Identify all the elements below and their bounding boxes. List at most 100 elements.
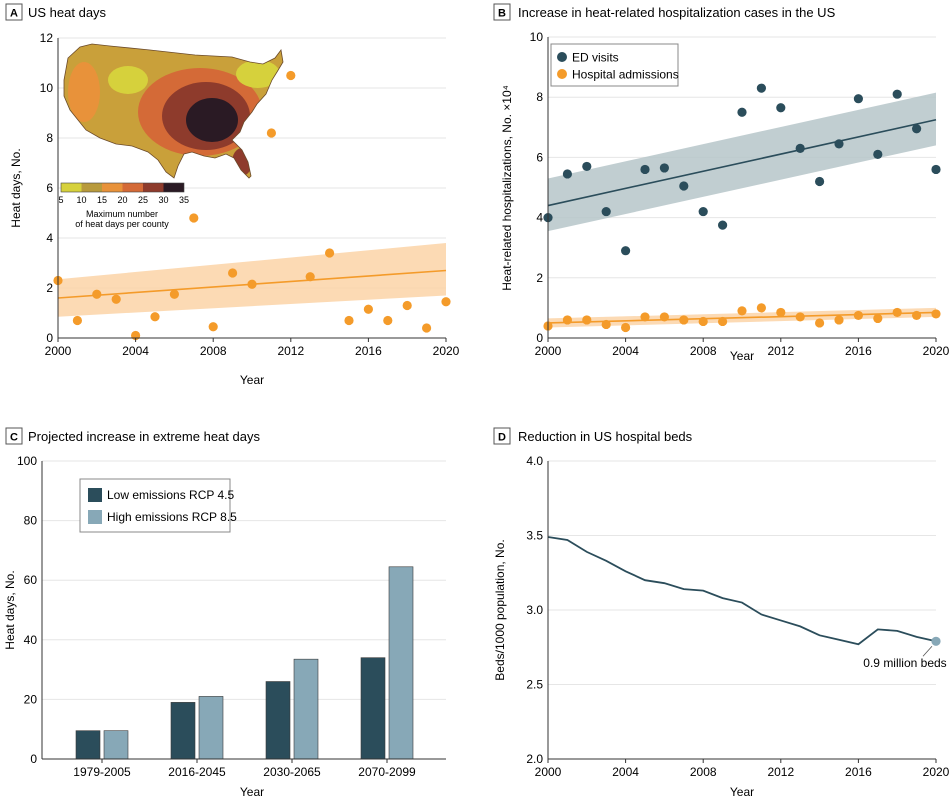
y-tick-label-2: 2 bbox=[536, 271, 543, 285]
us-map-fill bbox=[64, 44, 283, 178]
y-tick-label-40: 40 bbox=[24, 633, 38, 647]
x-tick-label-2020: 2020 bbox=[923, 344, 950, 358]
panel-a-chart: Maximum number of heat days per county 5… bbox=[9, 31, 460, 387]
x-tick-label-2004: 2004 bbox=[612, 344, 639, 358]
map-legend-frame bbox=[60, 182, 185, 193]
y-tick-label-3.5: 3.5 bbox=[526, 529, 543, 543]
y-tick-label-10: 10 bbox=[40, 81, 54, 95]
panel-b-ylabel: Heat-related hospitalizations, No. ×10⁴ bbox=[500, 85, 514, 291]
panel-c-axes: 0 20 40 60 80 100 1979-2005 2016-2045 2030-2065 2… bbox=[17, 454, 446, 779]
map-legend-caption-2: of heat days per county bbox=[75, 219, 169, 229]
ed-visit-point-2014 bbox=[815, 176, 825, 187]
y-tick-label-0: 0 bbox=[30, 752, 37, 766]
heat-day-point-2012 bbox=[286, 70, 296, 81]
heat-day-point-2013 bbox=[305, 272, 315, 282]
ed-visit-point-2019 bbox=[912, 124, 922, 134]
panel-d-header: D Reduction in US hospital beds bbox=[493, 427, 693, 445]
panel-c-header: C Projected increase in extreme heat day… bbox=[5, 427, 260, 445]
panel-b-xlabel: Year bbox=[730, 349, 754, 363]
heat-day-point-2011 bbox=[266, 128, 276, 138]
y-tick-label-4.0: 4.0 bbox=[526, 454, 543, 468]
heat-day-point-2009 bbox=[228, 268, 238, 278]
panel-d-xlabel: Year bbox=[730, 785, 754, 799]
panel-b-grid bbox=[548, 36, 936, 279]
y-tick-label-4: 4 bbox=[536, 211, 543, 225]
heat-day-point-2019 bbox=[422, 323, 432, 333]
panel-b-legend: ED visits Hospital admissions bbox=[550, 43, 679, 87]
svg-text:A: A bbox=[10, 8, 18, 20]
panel-d-axes: 2.0 2.5 3.0 3.5 4.0 2000 2004 2008 2012 2016 2020 bbox=[526, 454, 949, 779]
annotation-leader-line bbox=[922, 646, 933, 657]
y-tick-label-60: 60 bbox=[24, 573, 38, 587]
us-map-outline bbox=[63, 43, 284, 179]
x-tick-label-2004: 2004 bbox=[122, 344, 149, 358]
map-legend-swatch-4 bbox=[143, 183, 164, 192]
y-tick-label-4: 4 bbox=[46, 231, 53, 245]
y-tick-label-8: 8 bbox=[46, 131, 53, 145]
heat-day-point-2016 bbox=[363, 304, 373, 314]
y-tick-label-10: 10 bbox=[530, 30, 544, 44]
ed-visits-trend-line bbox=[547, 118, 937, 207]
x-tick-label-2004: 2004 bbox=[612, 765, 639, 779]
ed-visit-point-2009 bbox=[718, 220, 728, 230]
admission-point-2013 bbox=[795, 312, 805, 322]
heat-day-point-2005 bbox=[150, 312, 160, 322]
legend-high-emissions-swatch bbox=[88, 510, 102, 524]
panel-a-axes: 0 2 4 6 8 10 12 2000 2004 2008 2012 2016 2020 bbox=[40, 31, 460, 358]
x-tick-label-2000: 2000 bbox=[535, 344, 562, 358]
ed-visit-point-2017 bbox=[873, 149, 883, 159]
panel-a-header: A US heat days bbox=[5, 3, 107, 21]
high-emissions-bar-2016-2045 bbox=[198, 696, 224, 760]
bed-count-annotation: 0.9 million beds bbox=[863, 656, 946, 670]
low-emissions-bar-2070-2099 bbox=[360, 657, 386, 760]
ed-visit-point-2012 bbox=[776, 103, 786, 113]
ed-visit-point-2007 bbox=[679, 181, 689, 191]
x-tick-label-2016: 2016 bbox=[845, 765, 872, 779]
x-tick-label-2008: 2008 bbox=[690, 765, 717, 779]
admission-point-2003 bbox=[601, 319, 611, 330]
heat-day-point-2007 bbox=[189, 213, 199, 223]
panel-d-grid bbox=[548, 460, 936, 685]
ed-visit-point-2010 bbox=[737, 107, 747, 117]
x-tick-label-2020: 2020 bbox=[923, 765, 950, 779]
ed-visit-point-2003 bbox=[601, 206, 611, 217]
map-legend-swatch-2 bbox=[102, 183, 123, 192]
panel-a-xlabel: Year bbox=[240, 373, 264, 387]
x-tick-label-2012: 2012 bbox=[767, 344, 794, 358]
admission-point-2011 bbox=[756, 303, 767, 313]
map-region-highest bbox=[186, 98, 238, 142]
ed-visit-point-2015 bbox=[834, 139, 844, 149]
map-legend-tick-30: 30 bbox=[158, 195, 168, 205]
y-tick-label-2.5: 2.5 bbox=[526, 678, 543, 692]
admission-point-2005 bbox=[640, 312, 650, 322]
heat-day-point-2015 bbox=[344, 315, 354, 326]
admissions-trend-line bbox=[547, 311, 937, 324]
x-tick-label-1979-2005: 1979-2005 bbox=[73, 765, 131, 779]
hospital-beds-line bbox=[547, 536, 937, 646]
admission-point-2020 bbox=[931, 309, 941, 319]
heat-day-point-2002 bbox=[92, 289, 102, 299]
legend-ed-marker bbox=[557, 52, 567, 62]
ed-visit-point-2004 bbox=[621, 246, 631, 256]
svg-text:C: C bbox=[10, 432, 18, 444]
x-tick-label-2012: 2012 bbox=[767, 765, 794, 779]
panel-c-xlabel: Year bbox=[240, 785, 264, 799]
map-legend-swatch-1 bbox=[81, 183, 102, 192]
ed-visit-point-2008 bbox=[698, 206, 708, 217]
admission-point-2015 bbox=[834, 315, 844, 325]
svg-text:B: B bbox=[498, 8, 506, 20]
legend-admissions-marker bbox=[557, 69, 567, 79]
admission-point-2008 bbox=[698, 316, 708, 327]
admission-point-2007 bbox=[679, 315, 689, 325]
map-legend-swatch-0 bbox=[61, 183, 82, 192]
admission-point-2006 bbox=[659, 312, 670, 322]
heat-day-point-2006 bbox=[169, 289, 179, 299]
high-emissions-bar-2030-2065 bbox=[293, 658, 319, 760]
heat-day-point-2020 bbox=[441, 297, 451, 307]
ed-visit-point-2005 bbox=[640, 164, 650, 175]
admission-point-2018 bbox=[892, 307, 902, 318]
heat-day-point-2003 bbox=[111, 294, 121, 304]
y-tick-label-80: 80 bbox=[24, 514, 38, 528]
x-tick-label-2008: 2008 bbox=[200, 344, 227, 358]
